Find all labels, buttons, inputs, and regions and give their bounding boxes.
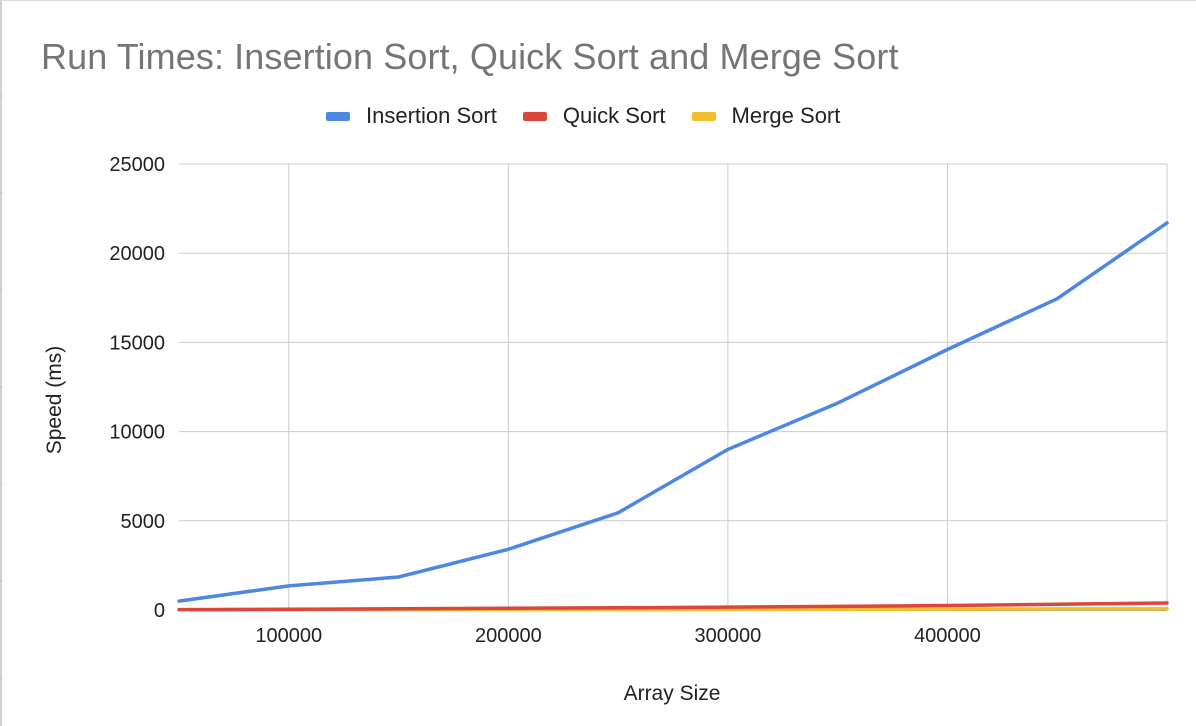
x-tick-label: 200000 <box>475 625 542 647</box>
grid-lines <box>179 163 1168 611</box>
y-tick-labels: 0 5000 10000 15000 20000 25000 <box>109 154 165 622</box>
x-tick-label: 400000 <box>914 625 981 647</box>
y-tick-label: 25000 <box>109 154 165 176</box>
x-axis-label: Array Size <box>624 682 721 705</box>
legend-label-insertion-sort: Insertion Sort <box>366 103 497 128</box>
legend-label-merge-sort: Merge Sort <box>731 103 841 128</box>
x-tick-label: 100000 <box>255 625 322 647</box>
series-line-insertion-sort[interactable] <box>177 221 1169 603</box>
legend-label-quick-sort: Quick Sort <box>562 103 666 128</box>
x-tick-labels: 100000 200000 300000 400000 <box>255 625 980 647</box>
series-line-quick-sort[interactable] <box>177 601 1169 612</box>
legend-swatch-merge-sort <box>691 111 716 121</box>
x-tick-label: 300000 <box>695 625 762 647</box>
legend-swatch-insertion-sort <box>326 111 350 121</box>
chart-title: Run Times: Insertion Sort, Quick Sort an… <box>41 36 899 77</box>
chart-legend: Insertion Sort Quick Sort Merge Sort <box>326 102 866 130</box>
series-lines <box>177 221 1169 612</box>
legend-item-merge-sort[interactable]: Merge Sort <box>691 103 841 129</box>
legend-swatch-quick-sort <box>522 111 547 121</box>
legend-item-insertion-sort[interactable]: Insertion Sort <box>326 103 497 129</box>
y-tick-label: 5000 <box>121 511 166 533</box>
y-tick-label: 15000 <box>109 332 165 354</box>
y-tick-label: 0 <box>154 600 165 622</box>
legend-item-quick-sort[interactable]: Quick Sort <box>522 103 666 129</box>
y-tick-label: 20000 <box>109 243 165 265</box>
y-tick-label: 10000 <box>109 422 165 444</box>
left-edge-marks <box>0 95 3 679</box>
y-axis-label: Speed (ms) <box>43 346 66 455</box>
